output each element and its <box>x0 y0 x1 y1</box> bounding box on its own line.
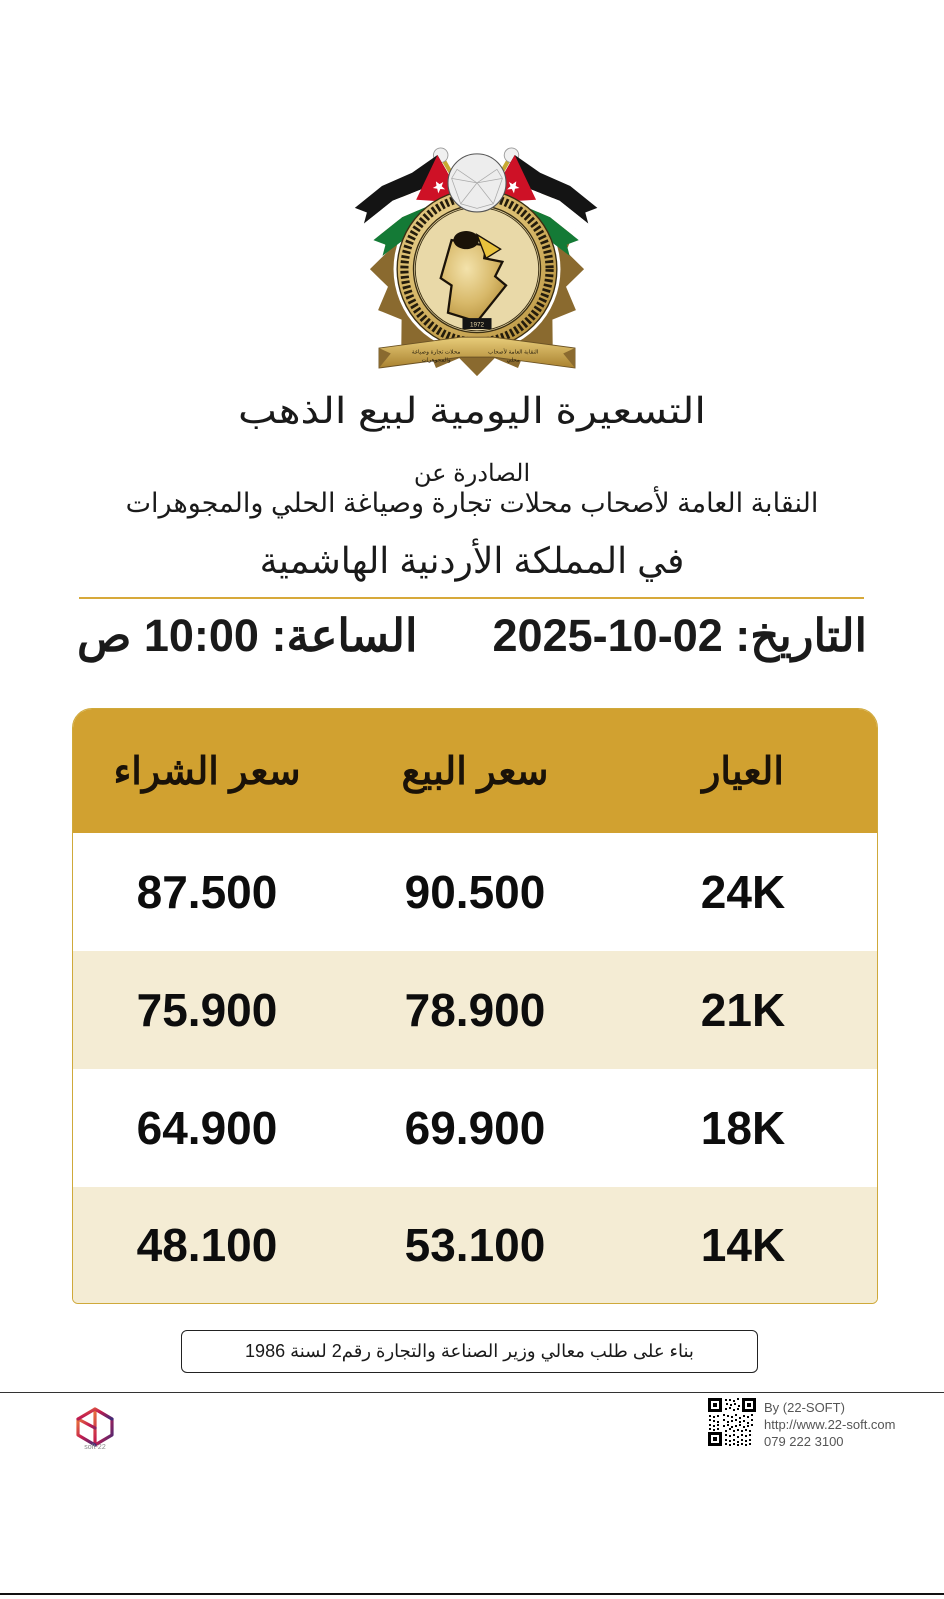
svg-text:محلي: محلي <box>507 357 520 364</box>
svg-text:والمجوهرات: والمجوهرات <box>422 357 451 364</box>
svg-text:1972: 1972 <box>470 321 485 328</box>
svg-text:محلات تجارة وصياغة: محلات تجارة وصياغة <box>412 349 461 356</box>
